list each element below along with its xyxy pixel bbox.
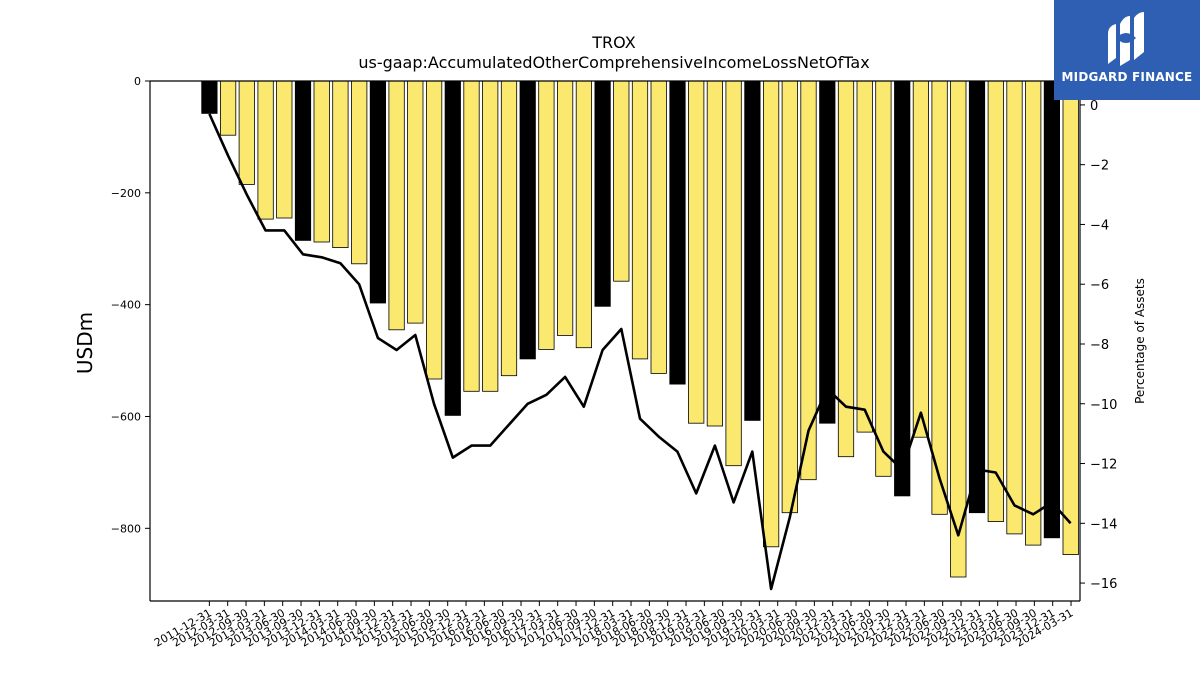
midgard-finance-logo: MIDGARD FINANCE (1054, 0, 1200, 100)
y2-tick-label: −12 (1090, 458, 1117, 473)
bar (351, 80, 368, 265)
midgard-logo-icon (1108, 12, 1144, 66)
bar (332, 80, 349, 249)
bar (781, 80, 798, 514)
bar (313, 80, 330, 243)
bar (894, 80, 911, 497)
bar (575, 80, 593, 349)
bar (201, 80, 218, 114)
bar (538, 80, 555, 350)
bar (238, 80, 255, 185)
bar (444, 80, 461, 416)
y2-tick-label: −16 (1090, 577, 1117, 592)
bar (407, 80, 424, 324)
bar (1006, 80, 1023, 535)
y-tick-label: −200 (111, 187, 141, 200)
bar (425, 80, 443, 380)
y2-tick-label: −2 (1090, 159, 1109, 174)
bar (987, 80, 1004, 523)
bar (613, 80, 630, 282)
bar (482, 80, 499, 392)
bar (819, 80, 836, 424)
plot-area: 0−200−400−600−8000−2−4−6−8−10−12−14−1620… (111, 75, 1118, 650)
bar (950, 80, 967, 578)
bar (369, 80, 387, 304)
bar (725, 80, 742, 467)
y-tick-label: −800 (111, 522, 141, 535)
bar (856, 80, 873, 433)
logo-name: MIDGARD FINANCE (1061, 70, 1193, 84)
y2-tick-label: −14 (1090, 517, 1117, 532)
bar (931, 80, 948, 515)
y-tick-label: −400 (111, 299, 141, 312)
bar (519, 80, 536, 360)
y2-tick-label: −10 (1090, 398, 1117, 413)
bar (968, 80, 986, 514)
chart-title: TROX (591, 33, 635, 52)
bar (294, 80, 312, 241)
bar (463, 80, 480, 392)
bar (1062, 80, 1079, 556)
bar (631, 80, 649, 360)
bar (257, 80, 274, 220)
bar (650, 80, 667, 374)
bar (594, 80, 611, 307)
bar (219, 80, 237, 136)
bar (557, 80, 574, 336)
bar (763, 80, 780, 548)
bar (875, 80, 892, 477)
bar (388, 80, 405, 331)
bar (276, 80, 293, 219)
bar (688, 80, 705, 424)
chart-subtitle: us-gaap:AccumulatedOtherComprehensiveInc… (358, 53, 869, 72)
bar (1025, 80, 1042, 546)
bar (500, 80, 518, 377)
y-axis-label: USDm (73, 312, 97, 374)
y-tick-label: 0 (134, 75, 141, 88)
y2-tick-label: 0 (1090, 99, 1098, 114)
bar (669, 80, 686, 385)
y2-tick-label: −8 (1090, 338, 1109, 353)
bar (1043, 80, 1060, 539)
bar (744, 80, 761, 421)
series-line (208, 113, 1072, 591)
bar (912, 80, 930, 438)
y-tick-label: −600 (111, 410, 141, 423)
y2-axis-label: Percentage of Assets (1133, 278, 1147, 404)
y2-tick-label: −4 (1090, 218, 1109, 233)
y2-tick-label: −6 (1090, 278, 1109, 293)
bar (706, 80, 724, 427)
